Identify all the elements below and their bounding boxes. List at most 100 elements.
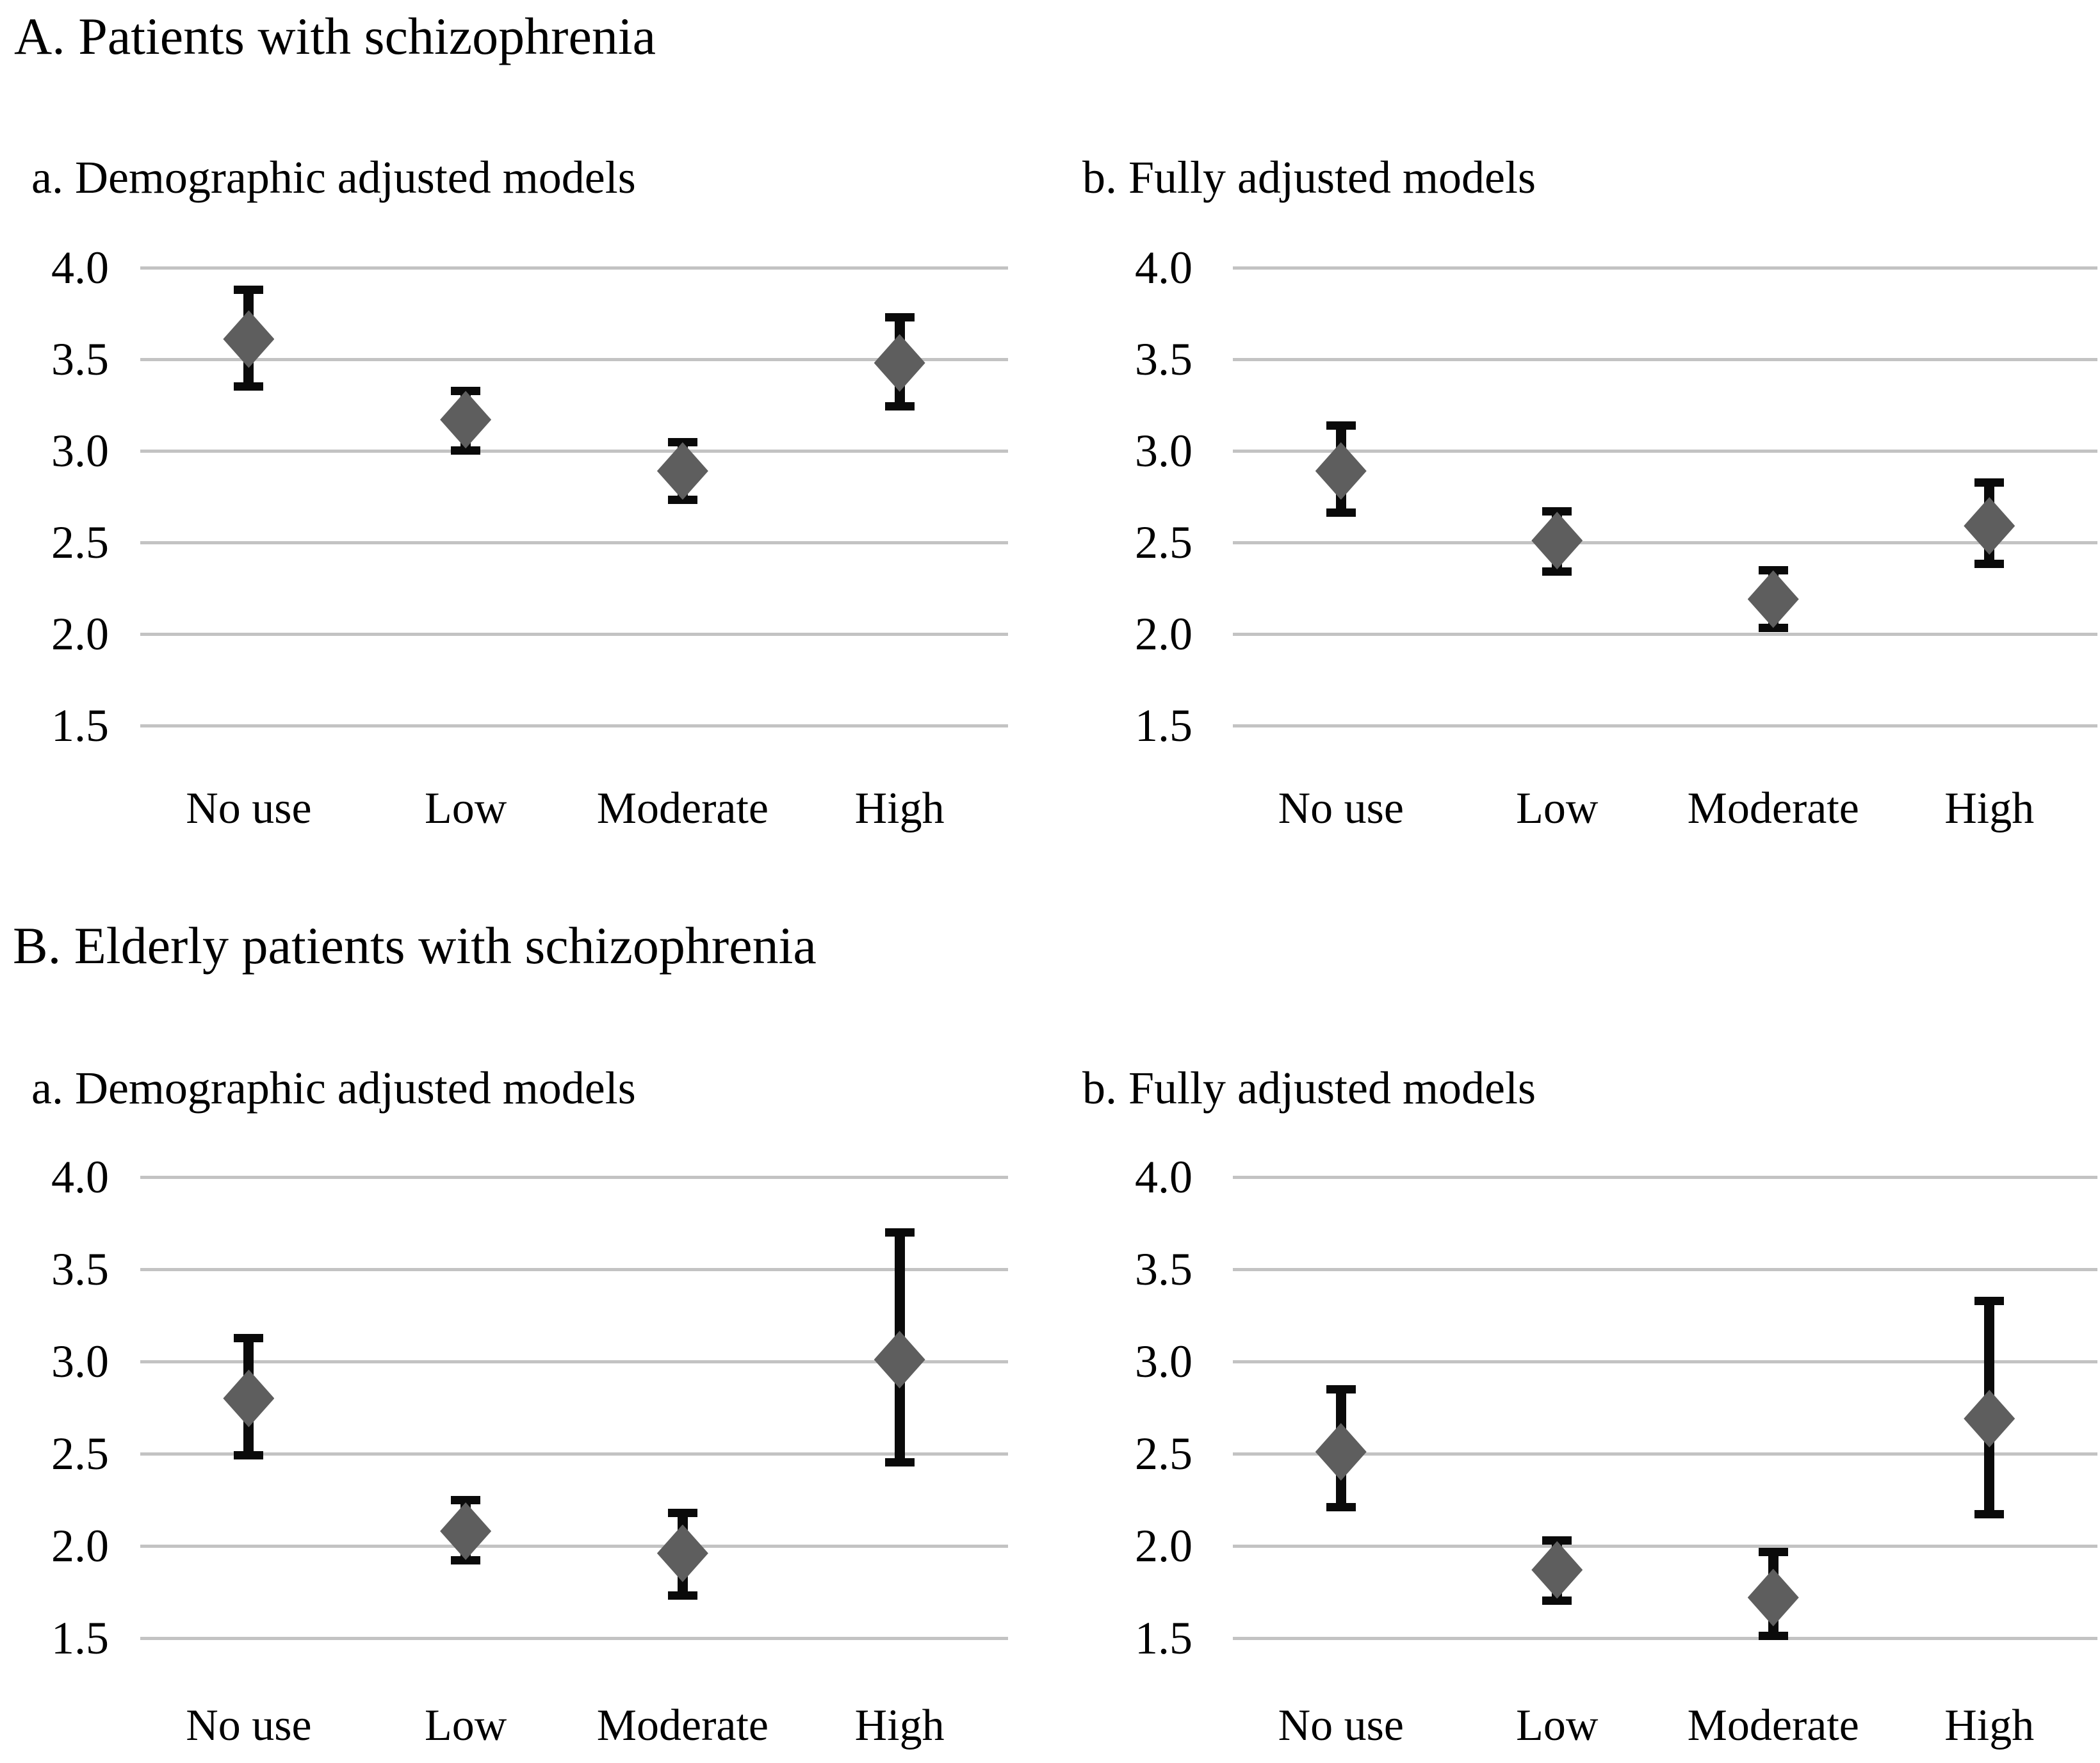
y-axis-tick-label: 3.5 <box>1135 1244 1192 1295</box>
gridline <box>140 1452 1008 1456</box>
x-axis-category-label: Low <box>1516 784 1599 833</box>
error-bar-cap-bottom <box>1542 1596 1572 1605</box>
y-axis-tick-label: 2.5 <box>51 1428 109 1479</box>
x-axis-category-label: High <box>854 784 945 833</box>
error-bar-cap-bottom <box>1974 1510 2005 1519</box>
gridline <box>140 1637 1008 1640</box>
error-bar-cap-bottom <box>451 1556 481 1565</box>
error-bar-cap-top <box>1326 1385 1356 1394</box>
y-axis-tick-label: 4.0 <box>51 242 109 293</box>
y-axis-tick-label: 1.5 <box>1135 700 1192 751</box>
y-axis-tick-label: 2.0 <box>51 1520 109 1572</box>
x-axis-category-label: High <box>854 1701 945 1750</box>
gridline <box>1233 1545 2097 1548</box>
y-axis-tick-label: 3.5 <box>1135 334 1192 385</box>
section-title-a: A. Patients with schizophrenia <box>14 7 656 65</box>
error-bar-cap-bottom <box>884 402 915 411</box>
y-axis-tick-label: 1.5 <box>1135 1613 1192 1664</box>
gridline <box>1233 1268 2097 1271</box>
section-title-b: B. Elderly patients with schizophrenia <box>13 916 817 975</box>
x-axis-category-label: Low <box>424 784 507 833</box>
error-bar-cap-top <box>1974 1296 2005 1305</box>
y-axis-tick-label: 1.5 <box>51 1613 109 1664</box>
gridline <box>140 266 1008 270</box>
y-axis-tick-label: 4.0 <box>51 1151 109 1203</box>
error-bar-cap-bottom <box>1326 508 1356 517</box>
data-point-marker <box>223 1369 275 1427</box>
y-axis-tick-label: 2.5 <box>1135 517 1192 568</box>
data-point-marker <box>874 334 925 392</box>
error-bar-cap-top <box>884 313 915 322</box>
gridline <box>140 450 1008 453</box>
data-point-marker <box>440 391 492 449</box>
x-axis-category-label: High <box>1944 1701 2035 1750</box>
y-axis-tick-label: 2.5 <box>1135 1428 1192 1479</box>
error-bar-cap-top <box>1542 507 1572 516</box>
gridline <box>1233 1360 2097 1363</box>
y-axis-tick-label: 3.5 <box>51 334 109 385</box>
x-axis-category-label: Moderate <box>1687 784 1859 833</box>
data-point-marker <box>1964 1390 2015 1448</box>
gridline <box>140 1360 1008 1363</box>
error-bar-cap-top <box>667 1509 697 1518</box>
gridline <box>140 541 1008 544</box>
y-axis-tick-label: 2.0 <box>1135 608 1192 660</box>
x-axis-category-label: Moderate <box>596 1701 769 1750</box>
error-bar-cap-top <box>1758 1547 1788 1556</box>
x-axis-category-label: Moderate <box>1687 1701 1859 1750</box>
gridline <box>140 633 1008 636</box>
gridline <box>140 358 1008 361</box>
error-bar-cap-top <box>667 437 697 446</box>
error-bar-cap-top <box>451 386 481 395</box>
error-bar-cap-bottom <box>1326 1502 1356 1511</box>
error-bar-cap-bottom <box>884 1458 915 1467</box>
y-axis-tick-label: 4.0 <box>1135 1151 1192 1203</box>
data-point-marker <box>1315 1423 1367 1481</box>
data-point-marker <box>1964 497 2015 555</box>
data-point-marker <box>1747 1568 1799 1627</box>
error-bar-cap-top <box>1326 421 1356 430</box>
error-bar-cap-top <box>1974 478 2005 487</box>
gridline <box>1233 1176 2097 1179</box>
data-point-marker <box>874 1331 925 1389</box>
panel-title-a-demographic: a. Demographic adjusted models <box>31 152 636 203</box>
gridline <box>140 724 1008 727</box>
y-axis-tick-label: 2.0 <box>51 608 109 660</box>
data-point-marker <box>656 1524 708 1582</box>
y-axis-tick-label: 3.0 <box>51 1336 109 1387</box>
y-axis-tick-label: 2.0 <box>1135 1520 1192 1572</box>
error-bar-cap-bottom <box>1758 624 1788 633</box>
x-axis-category-label: No use <box>1278 1701 1404 1750</box>
error-bar-cap-bottom <box>1758 1632 1788 1641</box>
panel-title-a-fully: b. Fully adjusted models <box>1082 152 1536 203</box>
y-axis-tick-label: 1.5 <box>51 700 109 751</box>
gridline <box>1233 450 2097 453</box>
error-bar-cap-bottom <box>1974 560 2005 569</box>
error-bar-cap-top <box>234 1333 264 1342</box>
data-point-marker <box>1531 512 1583 570</box>
error-bar-cap-bottom <box>451 446 481 455</box>
x-axis-category-label: No use <box>186 1701 312 1750</box>
gridline <box>1233 358 2097 361</box>
x-axis-category-label: High <box>1944 784 2035 833</box>
gridline <box>140 1176 1008 1179</box>
y-axis-tick-label: 4.0 <box>1135 242 1192 293</box>
y-axis-tick-label: 3.0 <box>1135 425 1192 476</box>
error-bar-cap-top <box>1542 1536 1572 1545</box>
data-point-marker <box>1747 570 1799 628</box>
y-axis-tick-label: 3.5 <box>51 1244 109 1295</box>
error-bar-cap-top <box>234 286 264 295</box>
error-bar-cap-bottom <box>667 496 697 505</box>
error-bar-cap-top <box>884 1228 915 1237</box>
y-axis-tick-label: 3.0 <box>1135 1336 1192 1387</box>
gridline <box>1233 541 2097 544</box>
error-bar-cap-bottom <box>234 1450 264 1459</box>
y-axis-tick-label: 3.0 <box>51 425 109 476</box>
y-axis-tick-label: 2.5 <box>51 517 109 568</box>
error-bar-cap-bottom <box>1542 567 1572 576</box>
panel-title-b-demographic: a. Demographic adjusted models <box>31 1062 636 1114</box>
data-point-marker <box>440 1502 492 1560</box>
error-bar-cap-top <box>451 1496 481 1504</box>
gridline <box>1233 266 2097 270</box>
